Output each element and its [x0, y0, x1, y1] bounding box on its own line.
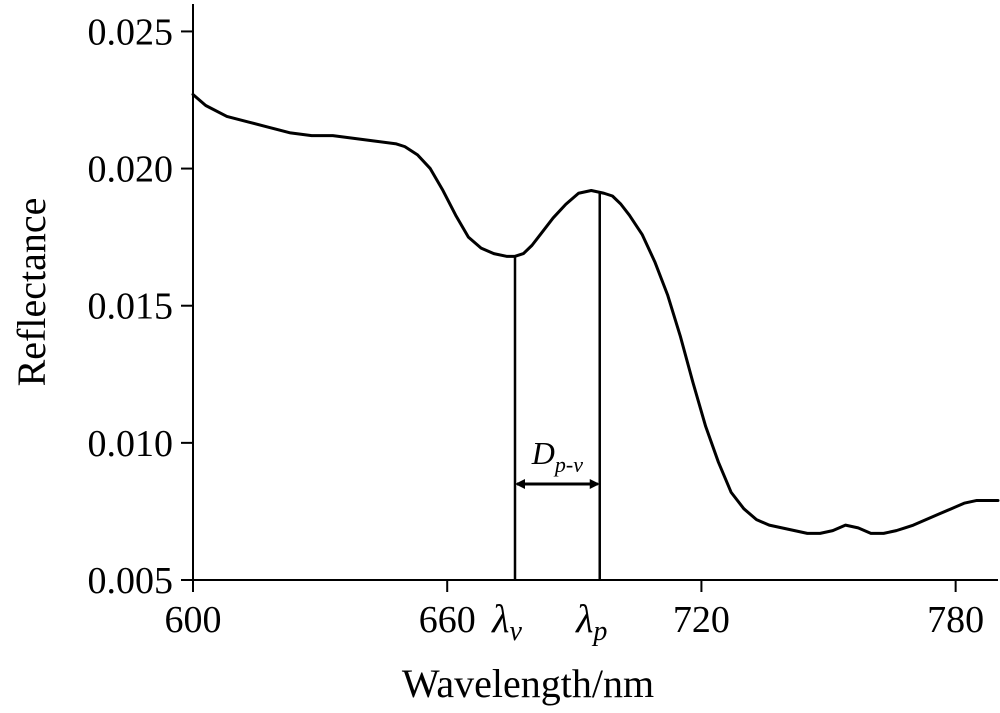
y-tick-label: 0.020 — [88, 149, 174, 191]
marker-label-p: λp — [575, 596, 607, 647]
dpv-label-main: D — [531, 435, 555, 471]
x-tick-label: 780 — [927, 599, 984, 641]
x-ticks: 600 660 720 780 — [165, 580, 984, 641]
dpv-label: Dp-v — [531, 435, 583, 477]
marker-label-main: λ — [575, 596, 593, 641]
x-axis-title: Wavelength/nm — [402, 661, 654, 706]
x-tick-label: 600 — [165, 599, 222, 641]
dpv-label-sub: p-v — [553, 452, 583, 477]
y-tick-label: 0.010 — [88, 423, 174, 465]
reflectance-series-line — [191, 93, 1000, 535]
marker-label-sub: v — [509, 616, 522, 647]
y-tick-label: 0.025 — [88, 11, 174, 53]
wavelength-markers: λv λp — [491, 192, 607, 647]
y-tick-label: 0.005 — [88, 560, 174, 602]
x-tick-label: 660 — [419, 599, 476, 641]
y-tick-label: 0.015 — [88, 286, 174, 328]
x-tick-label: 720 — [673, 599, 730, 641]
y-ticks: 0.025 0.020 0.015 0.010 0.005 — [88, 11, 193, 602]
marker-label-sub: p — [591, 616, 607, 647]
marker-label-main: λ — [491, 596, 509, 641]
marker-label-v: λv — [491, 596, 522, 647]
y-axis-title: Reflectance — [9, 198, 54, 387]
